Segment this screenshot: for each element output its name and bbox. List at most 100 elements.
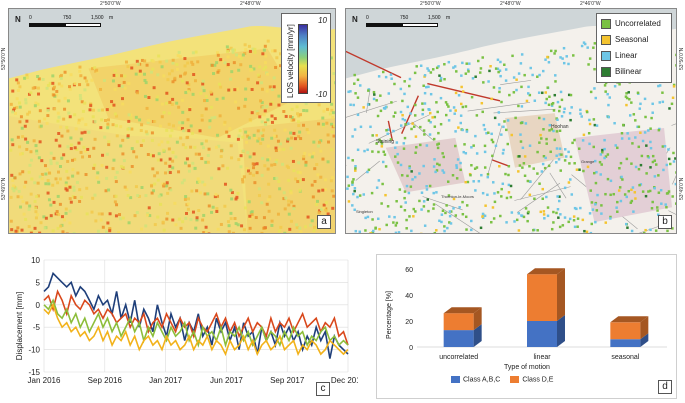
y-tick-label: 40	[405, 293, 413, 300]
map-place-label: Singleton	[356, 209, 373, 214]
legend-item-linear: Linear	[601, 49, 637, 62]
displacement-timeseries-panel: 10 5 0 -5 -10 -15 Jan 2016 Sep 2016 Jan 2017 Jun …	[8, 254, 366, 399]
bar-side	[640, 333, 649, 347]
legend-label: Uncorrelated	[615, 19, 661, 28]
map-coordinate: 2°48'0"W	[240, 1, 261, 7]
map-coordinate: 53°49'0"N	[1, 177, 7, 200]
bar-top	[527, 268, 565, 275]
scale-bar: 0 750 1,500 m	[29, 15, 119, 37]
map-place-label: Hoohan	[551, 124, 569, 130]
y-tick-label: 0	[36, 301, 41, 310]
bar-segment	[443, 330, 474, 347]
legend-swatch	[601, 18, 611, 29]
bar-segment	[610, 322, 641, 340]
legend-swatch	[510, 376, 520, 383]
panel-label-a: a	[317, 215, 331, 229]
bar-segment	[527, 274, 557, 321]
legend-swatch	[601, 50, 611, 61]
y-tick-label: -5	[33, 323, 41, 332]
legend-item-bilinear: Bilinear	[601, 65, 642, 78]
north-arrow-icon: N	[15, 15, 21, 24]
legend-item-class-abc: Class A,B,C	[451, 376, 500, 383]
bar-segment	[527, 321, 557, 347]
legend-swatch	[601, 34, 611, 45]
x-tick-label: Jan 2016	[28, 376, 61, 385]
y-tick-label: 0	[409, 345, 413, 352]
series-line-2	[43, 298, 349, 348]
legend-swatch	[601, 66, 611, 77]
bar-side	[640, 316, 649, 340]
y-tick-label: -15	[28, 368, 40, 377]
urban-areas	[385, 113, 673, 223]
bar-side	[473, 307, 482, 331]
x-axis-label: Type of motion	[504, 364, 550, 371]
bar-side	[557, 268, 565, 321]
motion-classification-map	[346, 9, 676, 233]
scale-label: 0	[29, 15, 32, 21]
colorbar	[298, 24, 308, 94]
bar-segment	[610, 339, 641, 347]
y-tick-label: 60	[405, 267, 413, 274]
x-tick-label: Dec 2017	[331, 376, 358, 385]
y-axis-label: Percentage [%]	[386, 291, 393, 339]
motion-percentage-bar-chart: 0 20 40 60 uncorrelated linear seasonal Percen…	[386, 267, 667, 371]
x-tick-label: Jun 2017	[210, 376, 243, 385]
x-category-label: seasonal	[611, 354, 639, 361]
scale-label: m	[446, 15, 451, 21]
y-tick-label: -10	[28, 346, 40, 355]
bar-top	[443, 307, 482, 314]
legend-label: Class A,B,C	[463, 376, 501, 384]
scale-label: 1,500	[428, 15, 441, 21]
colorbar-max-label: 10	[318, 16, 327, 25]
motion-type-map-panel: N 0 750 1,500 m Uncorrelated Seasonal Li…	[345, 8, 677, 234]
legend-swatch	[451, 376, 460, 383]
bar-side	[557, 315, 565, 347]
north-arrow-icon: N	[352, 15, 358, 24]
map-coordinate: 53°50'0"N	[1, 47, 7, 70]
motion-percentage-panel: 0 20 40 60 uncorrelated linear seasonal Percen…	[376, 254, 677, 399]
x-category-label: uncorrelated	[439, 354, 478, 361]
scale-label: 750	[63, 15, 72, 21]
map-coordinate: 2°48'0"W	[500, 1, 521, 7]
scale-label: 1,500	[91, 15, 104, 21]
chart-grid	[43, 259, 349, 373]
x-category-label: linear	[533, 354, 551, 361]
colorbar-min-label: -10	[315, 90, 327, 99]
map-coordinate: 2°46'0"W	[580, 1, 601, 7]
motion-type-legend: Uncorrelated Seasonal Linear Bilinear	[596, 13, 672, 83]
legend-label: Class D,E	[522, 376, 554, 384]
series-line-1	[43, 289, 349, 346]
chart-series-lines	[43, 271, 349, 359]
legend-label: Seasonal	[615, 35, 649, 44]
velocity-measurement-points	[9, 32, 335, 233]
chart-bars	[443, 268, 649, 347]
bar-side	[473, 324, 482, 347]
map-place-label: Grange	[581, 159, 595, 164]
panel-label-b: b	[658, 215, 672, 229]
x-tick-label: Sep 2017	[270, 376, 305, 385]
y-tick-label: 5	[36, 278, 41, 287]
legend-item-seasonal: Seasonal	[601, 33, 648, 46]
velocity-map-panel: N 0 750 1,500 m LOS velocity [mm/yr] 10 …	[8, 8, 336, 234]
map-place-label: Thornton-le-Moors	[441, 194, 474, 199]
map-place-label: Staining	[376, 139, 395, 145]
scale-label: m	[109, 15, 114, 21]
map-coordinate: 53°50'0"N	[679, 47, 685, 70]
legend-item-class-de: Class D,E	[510, 376, 553, 383]
map-coordinate: 53°49'0"N	[679, 177, 685, 200]
map-coordinate: 2°50'0"W	[100, 1, 121, 7]
panel-label-d: d	[658, 380, 672, 394]
map-coordinate: 2°50'0"W	[420, 1, 441, 7]
legend-item-uncorrelated: Uncorrelated	[601, 17, 661, 30]
legend-label: Linear	[615, 51, 638, 60]
los-velocity-map	[9, 9, 335, 233]
scale-label: 750	[400, 15, 409, 21]
colorbar-title: LOS velocity [mm/yr]	[286, 24, 295, 98]
velocity-colorbar-legend: LOS velocity [mm/yr] 10 -10	[281, 13, 331, 103]
x-tick-label: Sep 2016	[88, 376, 123, 385]
x-tick-label: Jan 2017	[149, 376, 182, 385]
scale-bar: 0 750 1,500 m	[366, 15, 456, 37]
bar-chart-legend: Class A,B,C Class D,E	[451, 376, 553, 383]
